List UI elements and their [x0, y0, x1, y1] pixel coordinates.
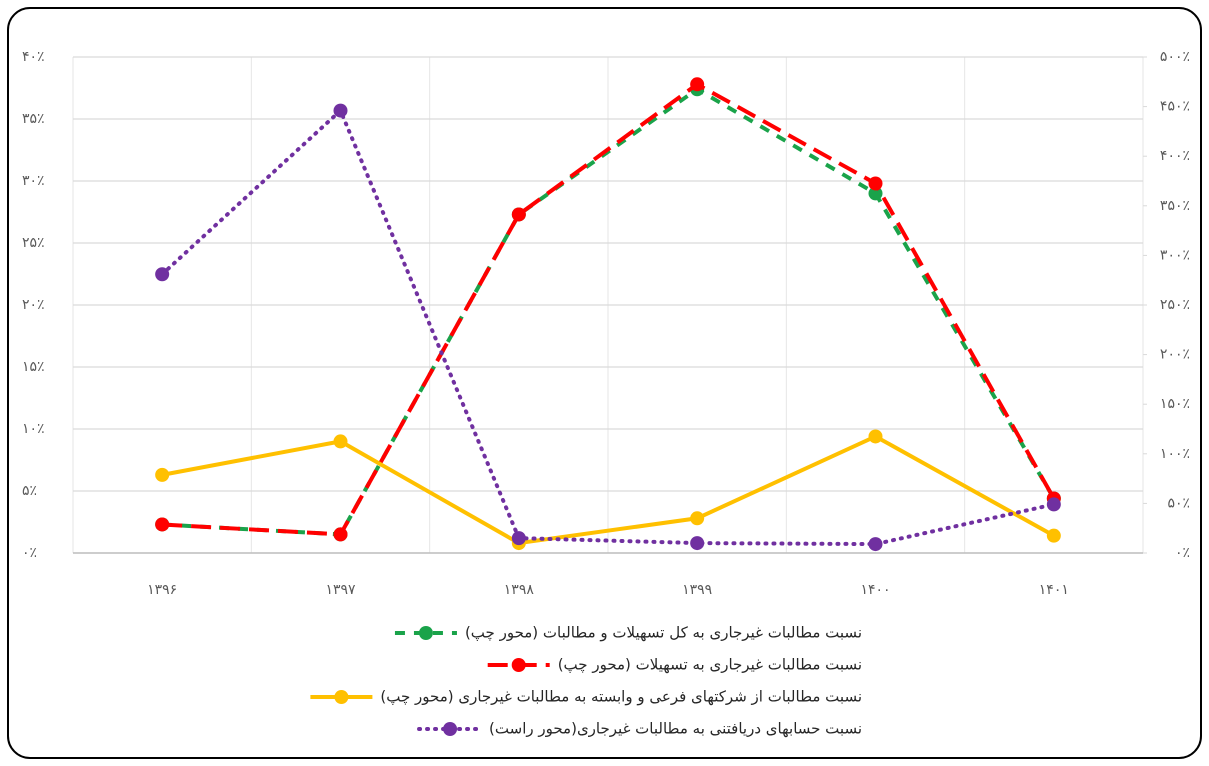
y2-tick-label: ۰٪	[1175, 545, 1190, 561]
series-line	[161, 434, 1055, 546]
series-point	[155, 467, 170, 482]
x-tick-label: ۱۳۹۷	[325, 582, 356, 598]
x-tick-label: ۱۴۰۱	[1039, 582, 1069, 598]
legend-marker	[418, 626, 433, 640]
series-point	[690, 536, 705, 551]
series-point	[511, 207, 526, 222]
x-tick-label: ۱۳۹۶	[147, 582, 177, 598]
series-point	[690, 511, 705, 526]
y-tick-label: ۲۵٪	[22, 235, 45, 251]
y2-tick-label: ۵۰۰٪	[1160, 49, 1190, 65]
y-tick-label: ۴۰٪	[22, 49, 45, 65]
x-tick-label: ۱۳۹۸	[504, 582, 535, 598]
series-point	[155, 517, 170, 532]
series-point	[868, 537, 883, 552]
y2-tick-label: ۵۰٪	[1167, 495, 1190, 511]
legend-marker	[334, 690, 349, 704]
x-tick-label: ۱۴۰۰	[860, 582, 890, 598]
series-point	[690, 77, 705, 92]
y2-tick-label: ۱۵۰٪	[1160, 396, 1190, 412]
legend-label: نسبت مطالبات غیرجاری به تسهیلات (محور چپ…	[558, 656, 862, 675]
legend-label: نسبت مطالبات غیرجاری به کل تسهیلات و مطا…	[465, 624, 862, 643]
y2-tick-label: ۲۰۰٪	[1160, 347, 1190, 363]
y2-tick-label: ۱۰۰٪	[1160, 446, 1190, 462]
legend-marker	[443, 722, 458, 736]
y-tick-label: ۱۰٪	[22, 421, 45, 437]
y-tick-label: ۵٪	[22, 483, 37, 499]
y-tick-label: ۰٪	[22, 545, 37, 561]
series-point	[1046, 497, 1061, 512]
series-point	[868, 186, 883, 201]
y2-tick-label: ۴۵۰٪	[1160, 99, 1190, 115]
series-point	[511, 531, 526, 546]
series-point	[868, 429, 883, 444]
series-point	[333, 103, 348, 118]
series-point	[333, 434, 348, 449]
y2-tick-label: ۳۵۰٪	[1160, 198, 1190, 214]
series-point	[868, 176, 883, 191]
y2-tick-label: ۴۰۰٪	[1160, 148, 1190, 164]
series-point	[333, 527, 348, 542]
series-point	[1046, 528, 1061, 543]
series-line	[162, 81, 1056, 537]
legend-label: نسبت حسابهای دریافتنی به مطالبات غیرجاری…	[489, 720, 862, 738]
series-line	[160, 107, 1056, 547]
series-point	[155, 267, 170, 282]
y-tick-label: ۳۵٪	[22, 111, 45, 127]
series-line	[162, 86, 1056, 537]
legend-marker	[511, 658, 526, 672]
y2-tick-label: ۳۰۰٪	[1160, 247, 1190, 263]
x-tick-label: ۱۳۹۹	[682, 582, 712, 598]
y-tick-label: ۳۰٪	[22, 173, 45, 189]
y-tick-label: ۲۰٪	[22, 297, 45, 313]
chart-border	[7, 7, 1202, 759]
y2-tick-label: ۲۵۰٪	[1160, 297, 1190, 313]
y-tick-label: ۱۵٪	[22, 359, 45, 375]
legend-label: نسبت مطالبات از شرکتهای فرعی و وابسته به…	[380, 688, 862, 707]
